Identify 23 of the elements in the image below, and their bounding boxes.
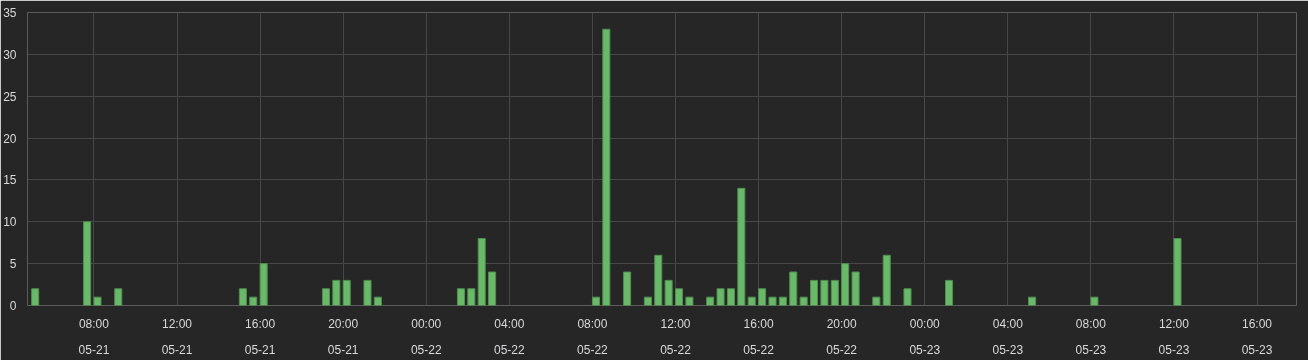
x-tick-label: 04:00 05-23 <box>992 316 1024 358</box>
x-tick-label: 08:00 05-22 <box>577 316 609 358</box>
x-tick-label: 16:00 05-23 <box>1241 316 1273 358</box>
x-tick-label: 08:00 05-21 <box>78 316 110 358</box>
x-tick-label: 00:00 05-23 <box>909 316 941 358</box>
x-tick-label: 16:00 05-21 <box>244 316 276 358</box>
y-tick-label: 30 <box>3 47 17 62</box>
x-tick-label: 20:00 05-22 <box>826 316 858 358</box>
y-tick-label: 10 <box>3 215 17 230</box>
x-tick-label: 16:00 05-22 <box>743 316 775 358</box>
y-tick-label: 25 <box>3 89 17 104</box>
y-tick-label: 0 <box>9 299 17 313</box>
x-tick-label: 12:00 05-21 <box>161 316 193 358</box>
x-tick-label: 04:00 05-22 <box>494 316 526 358</box>
x-tick-label: 08:00 05-23 <box>1075 316 1107 358</box>
y-tick-label: 20 <box>3 131 17 146</box>
x-tick-label: 00:00 05-22 <box>410 316 442 358</box>
y-tick-label: 5 <box>9 257 17 272</box>
x-tick-label: 12:00 05-22 <box>660 316 692 358</box>
x-tick-label: 12:00 05-23 <box>1158 316 1190 358</box>
y-tick-label: 35 <box>3 6 17 20</box>
x-tick-label: 20:00 05-21 <box>327 316 359 358</box>
y-tick-label: 15 <box>3 173 17 188</box>
